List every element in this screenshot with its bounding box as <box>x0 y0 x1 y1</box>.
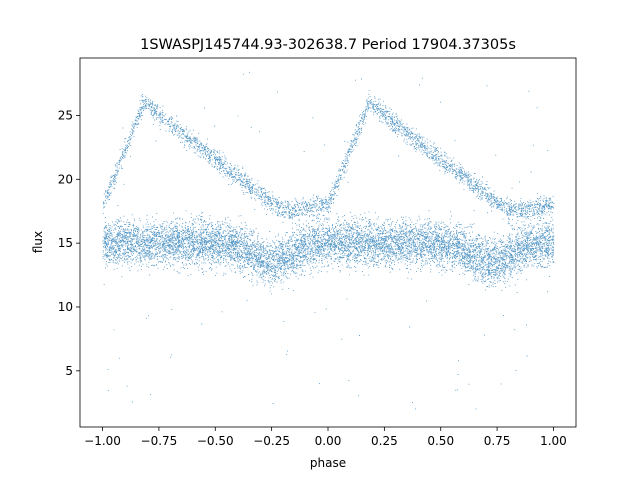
x-tick-label: 0.00 <box>315 434 342 448</box>
scatter-points <box>102 71 555 410</box>
x-tick-label: −1.00 <box>84 434 121 448</box>
x-axis-label: phase <box>310 456 346 470</box>
y-tick-label: 20 <box>58 172 73 186</box>
y-axis-label: flux <box>31 231 45 253</box>
y-tick-label: 10 <box>58 300 73 314</box>
y-axis: 5 10 15 20 25 <box>58 108 80 378</box>
x-axis: −1.00 −0.75 −0.50 −0.25 0.00 0.25 0.50 0.75 1.00 <box>84 427 567 448</box>
x-tick-label: 0.50 <box>427 434 454 448</box>
x-tick-label: 0.25 <box>371 434 398 448</box>
chart-title: 1SWASPJ145744.93-302638.7 Period 17904.3… <box>140 37 516 53</box>
data-points <box>102 71 555 410</box>
y-tick-label: 15 <box>58 236 73 250</box>
x-tick-label: 1.00 <box>540 434 567 448</box>
x-tick-label: −0.25 <box>253 434 290 448</box>
x-tick-label: −0.50 <box>197 434 234 448</box>
x-tick-label: −0.75 <box>141 434 178 448</box>
x-tick-label: 0.75 <box>484 434 511 448</box>
y-tick-label: 5 <box>65 364 73 378</box>
y-tick-label: 25 <box>58 108 73 122</box>
